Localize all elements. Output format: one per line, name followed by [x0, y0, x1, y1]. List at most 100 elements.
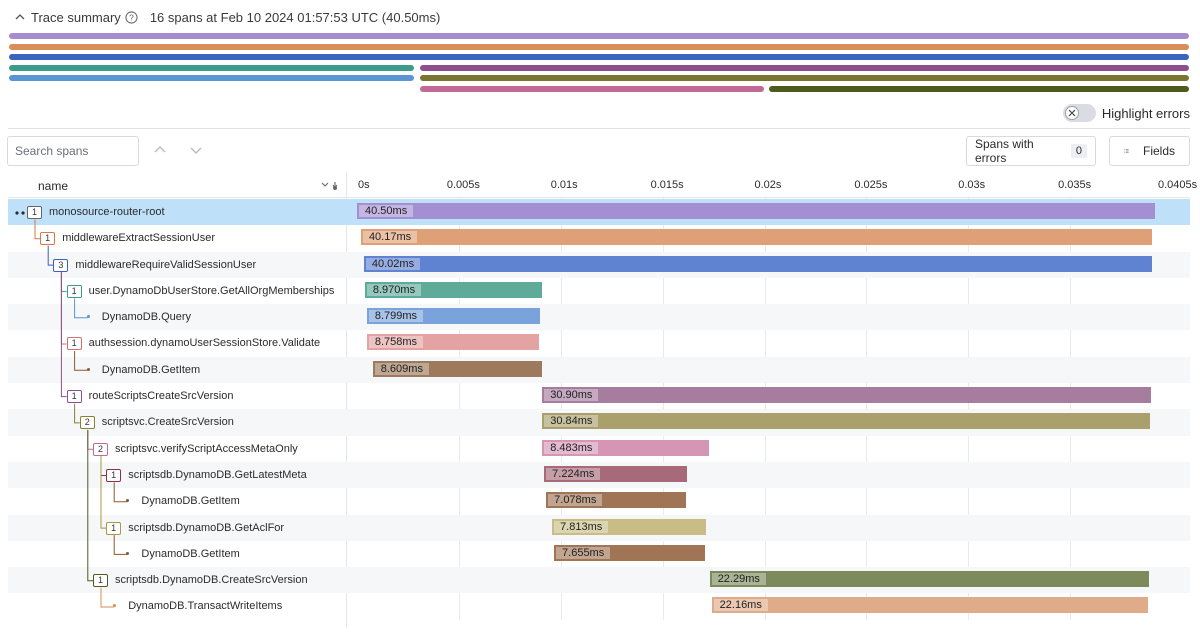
span-row[interactable]: DynamoDB.TransactWriteItems 22.16ms — [8, 593, 1190, 619]
timeline-tick-label: 0.035s — [1058, 179, 1092, 191]
span-name: user.DynamoDbUserStore.GetAllOrgMembersh… — [88, 284, 335, 297]
timeline-tick-label: 0.03s — [958, 179, 986, 191]
child-count-toggle[interactable]: 1 — [66, 390, 82, 404]
span-row[interactable]: DynamoDB.Query 8.799ms — [8, 304, 1190, 331]
span-duration-label: 30.90ms — [544, 389, 599, 402]
span-row[interactable]: 2 scriptsvc.verifyScriptAccessMetaOnly 8.4… — [8, 436, 1190, 462]
span-duration-bar[interactable]: 40.50ms — [357, 203, 1155, 219]
span-name: scriptsdb.DynamoDB.GetAclFor — [128, 521, 285, 534]
span-row[interactable]: DynamoDB.GetItem 7.078ms — [8, 488, 1190, 514]
overview-bar — [9, 75, 414, 81]
span-row[interactable]: DynamoDB.GetItem 7.655ms — [8, 541, 1190, 567]
timeline-grid-line — [866, 198, 868, 620]
span-duration-label: 7.813ms — [554, 520, 609, 533]
leaf-dot-icon — [86, 315, 90, 319]
overview-bar — [9, 33, 1189, 39]
overview-bar — [419, 64, 1189, 71]
span-duration-bar[interactable]: 7.813ms — [552, 518, 706, 535]
span-name: scriptsvc.verifyScriptAccessMetaOnly — [115, 442, 298, 455]
spans-with-errors-button[interactable]: Spans with errors 0 — [966, 136, 1096, 166]
child-count-toggle[interactable]: 1 — [27, 206, 42, 219]
child-count-toggle[interactable]: 1 — [106, 521, 122, 535]
leaf-dot-icon — [126, 499, 130, 503]
span-row[interactable]: 1 scriptsdb.DynamoDB.GetAclFor 7.813ms — [8, 514, 1190, 541]
span-duration-label: 8.758ms — [368, 336, 424, 349]
leaf-dot-icon — [126, 551, 130, 555]
span-duration-bar[interactable]: 8.483ms — [542, 439, 710, 456]
trace-overview-minimap[interactable] — [9, 33, 1189, 96]
span-row[interactable]: 1 user.DynamoDbUserStore.GetAllOrgMembers… — [8, 278, 1190, 304]
timeline-grid-line — [560, 198, 562, 620]
spans-with-errors-label: Spans with errors — [975, 137, 1034, 165]
name-column-header[interactable]: name — [38, 179, 69, 193]
span-duration-bar[interactable]: 7.655ms — [554, 544, 705, 561]
next-match-icon[interactable] — [188, 142, 204, 158]
span-duration-bar[interactable]: 8.609ms — [372, 360, 543, 377]
timeline-tick-label: 0.01s — [550, 179, 578, 191]
fields-button[interactable]: Fields — [1109, 136, 1190, 166]
overview-bar — [769, 85, 1189, 92]
highlight-errors-toggle[interactable] — [1062, 104, 1096, 122]
search-spans-input[interactable] — [7, 136, 139, 166]
span-duration-bar[interactable]: 7.078ms — [546, 492, 686, 509]
close-icon — [1068, 109, 1076, 117]
trace-summary-header[interactable]: Trace summary ? 16 spans at Feb 10 2024 … — [14, 9, 440, 25]
span-duration-label: 22.16ms — [713, 599, 768, 612]
svg-text:?: ? — [129, 12, 134, 22]
span-duration-bar[interactable]: 40.17ms — [360, 229, 1153, 246]
overview-bar — [9, 43, 1189, 50]
span-row[interactable]: 2 scriptsvc.CreateSrcVersion 30.84ms — [8, 409, 1190, 436]
span-duration-bar[interactable]: 40.02ms — [363, 255, 1153, 272]
leaf-dot-icon — [113, 604, 117, 608]
previous-match-icon[interactable] — [152, 142, 168, 158]
span-row[interactable]: 1 middlewareExtractSessionUser 40.17ms — [8, 225, 1190, 251]
highlight-errors-label: Highlight errors — [1101, 105, 1190, 121]
chevron-up-icon[interactable] — [14, 11, 26, 23]
span-duration-bar[interactable]: 8.799ms — [366, 308, 541, 325]
span-row[interactable]: DynamoDB.GetItem 8.609ms — [8, 356, 1190, 384]
column-options-icons[interactable] — [320, 179, 344, 191]
span-row[interactable]: 1 authsession.dynamoUserSessionStore.Vali… — [8, 330, 1190, 356]
span-row[interactable]: 1 scriptsdb.DynamoDB.CreateSrcVersion 22.2… — [8, 567, 1190, 594]
child-count-toggle[interactable]: 2 — [79, 416, 95, 430]
span-row[interactable]: 3 middlewareRequireValidSessionUser 40.02m… — [8, 251, 1190, 278]
span-name: DynamoDB.Query — [101, 311, 192, 324]
child-count-toggle[interactable]: 2 — [93, 442, 108, 456]
error-count-badge: 0 — [1070, 144, 1087, 158]
span-name: monosource-router-root — [49, 206, 165, 218]
span-duration-bar[interactable]: 7.224ms — [544, 465, 687, 482]
span-duration-bar[interactable]: 8.758ms — [366, 334, 540, 351]
span-row[interactable]: 1 scriptsdb.DynamoDB.GetLatestMeta 7.224ms — [8, 461, 1190, 489]
span-duration-bar[interactable]: 22.16ms — [711, 597, 1149, 614]
span-duration-label: 40.02ms — [365, 257, 421, 270]
column-divider — [346, 172, 347, 627]
span-duration-bar[interactable]: 30.84ms — [542, 413, 1150, 430]
span-name: DynamoDB.GetItem — [141, 495, 240, 508]
span-duration-label: 8.970ms — [366, 283, 422, 296]
list-icon — [1124, 149, 1129, 153]
timeline-tick-label: 0.005s — [446, 179, 480, 191]
span-duration-label: 30.84ms — [544, 415, 599, 428]
child-count-toggle[interactable]: 1 — [106, 468, 122, 482]
span-duration-bar[interactable]: 22.29ms — [709, 571, 1149, 588]
child-count-toggle[interactable]: 1 — [93, 574, 108, 588]
timeline-grid-line — [968, 198, 970, 620]
child-count-toggle[interactable]: 1 — [66, 284, 82, 298]
span-duration-bar[interactable]: 8.970ms — [364, 281, 542, 298]
child-count-toggle[interactable]: 1 — [66, 337, 82, 351]
timeline-grid-line — [458, 198, 460, 620]
child-count-toggle[interactable]: 3 — [53, 258, 69, 272]
span-name: scriptsdb.DynamoDB.CreateSrcVersion — [115, 574, 308, 587]
span-duration-label: 8.483ms — [544, 441, 599, 454]
leaf-dot-icon — [86, 367, 90, 371]
child-count-toggle[interactable]: 1 — [40, 232, 56, 246]
span-row[interactable]: 1 routeScriptsCreateSrcVersion 30.90ms — [8, 383, 1190, 409]
help-icon[interactable]: ? — [125, 10, 138, 24]
highlight-errors-control[interactable]: Highlight errors — [1062, 104, 1190, 122]
span-name: DynamoDB.GetItem — [101, 363, 201, 376]
span-name: middlewareExtractSessionUser — [62, 232, 216, 245]
span-name: scriptsvc.CreateSrcVersion — [101, 416, 234, 429]
overview-bar — [419, 75, 1189, 81]
span-duration-bar[interactable]: 30.90ms — [542, 387, 1152, 404]
span-row[interactable]: 1 monosource-router-root 40.50ms — [8, 199, 1190, 226]
